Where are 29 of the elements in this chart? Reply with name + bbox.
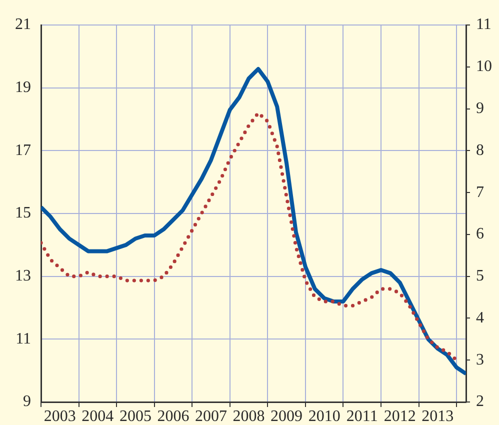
- y2-tick-label: 6: [476, 226, 484, 243]
- y2-tick-label: 2: [476, 393, 484, 410]
- x-tick-label: 2005: [119, 408, 152, 425]
- y2-tick-label: 11: [476, 16, 492, 34]
- x-tick-label: 2009: [270, 408, 303, 425]
- y2-tick-label: 10: [476, 58, 492, 76]
- x-tick-label: 2007: [195, 408, 227, 425]
- y2-tick-label: 8: [476, 142, 484, 159]
- y-tick-label: 15: [15, 204, 31, 222]
- x-tick-label: 2012: [384, 408, 416, 425]
- x-tick-label: 2010: [308, 408, 340, 425]
- y-tick-label: 21: [15, 16, 31, 34]
- y-tick-label: 17: [15, 142, 31, 159]
- y2-tick-label: 9: [476, 100, 484, 117]
- x-tick-label: 2011: [346, 408, 378, 425]
- x-tick-label: 2008: [232, 408, 265, 425]
- y-tick-label: 13: [15, 268, 31, 285]
- y2-tick-label: 4: [476, 309, 484, 326]
- y-tick-label: 11: [16, 330, 31, 348]
- y2-tick-label: 7: [476, 184, 484, 201]
- y-tick-label: 19: [15, 79, 31, 96]
- line-series: [41, 111, 458, 362]
- y2-tick-label: 3: [476, 351, 484, 368]
- x-tick-label: 2003: [44, 408, 76, 425]
- x-tick-label: 2013: [422, 408, 454, 425]
- x-tick-label: 2006: [157, 408, 190, 425]
- y-tick-label: 9: [23, 393, 31, 410]
- x-tick-label: 2004: [82, 408, 114, 425]
- y2-tick-label: 5: [476, 268, 484, 285]
